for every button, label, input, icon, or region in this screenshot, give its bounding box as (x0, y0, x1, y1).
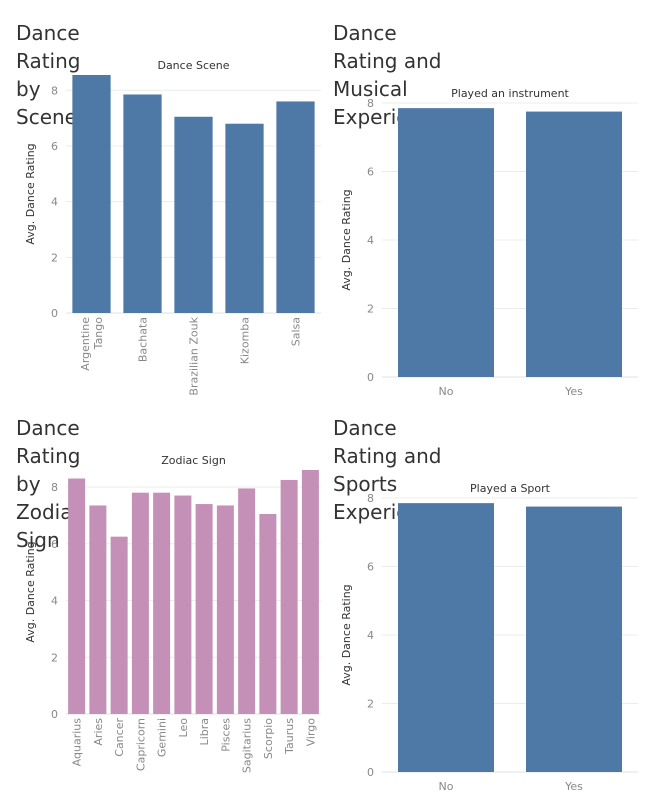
bar (72, 75, 111, 313)
bar (225, 123, 264, 314)
y-tick-label: 4 (51, 595, 58, 608)
x-tick-label: Salsa (290, 317, 303, 346)
x-tick-label: Libra (198, 718, 211, 745)
x-tick-label-line: Tango (92, 317, 105, 351)
bar (301, 470, 319, 714)
y-tick-label: 0 (367, 371, 374, 384)
y-tick-label: 2 (367, 303, 374, 316)
x-tick-label: Gemini (156, 718, 169, 757)
chart-title: Dance Rating by Scene (16, 21, 81, 129)
bar (398, 108, 494, 377)
y-tick-label: 6 (367, 166, 374, 179)
bar-chart-musical: 0 2 4 6 8 Avg. Dance Rating No Yes (340, 97, 638, 398)
bar (68, 478, 86, 714)
bar (276, 101, 315, 313)
bar (259, 513, 277, 714)
y-tick-label: 8 (51, 481, 58, 494)
chart-header: Zodiac Sign (161, 454, 226, 467)
chart-title: Dance Rating and Musical Experience (333, 21, 445, 129)
y-tick-label: 6 (51, 538, 58, 551)
bar (526, 506, 622, 772)
y-tick-label: 4 (367, 629, 374, 642)
y-tick-label: 8 (367, 97, 374, 110)
x-tick-label: Yes (564, 780, 583, 793)
y-tick-label: 0 (51, 307, 58, 320)
x-tick-label: Aries (92, 718, 105, 746)
x-tick-label: Capricorn (134, 718, 147, 771)
x-tick-label: Yes (564, 385, 583, 398)
y-tick-label: 8 (51, 84, 58, 97)
x-tick-label: Scorpio (262, 718, 275, 759)
y-axis-title: Avg. Dance Rating (24, 541, 37, 642)
chart-header: Dance Scene (157, 59, 230, 72)
bar (280, 479, 298, 714)
bar-chart-zodiac: 0 2 4 6 8 Avg. Dance Rating Aquarius Aries Cance… (24, 470, 321, 773)
bar-chart-scene: 0 2 4 6 8 Avg. Dance Rating ArgentineTango Bach… (24, 75, 321, 396)
bar (123, 94, 162, 313)
x-tick-label: Kizomba (239, 317, 252, 364)
y-tick-label: 8 (367, 492, 374, 505)
y-tick-label: 2 (367, 698, 374, 711)
x-tick-label: Sagitarius (241, 718, 254, 773)
y-tick-label: 2 (51, 651, 58, 664)
x-tick-label: Virgo (304, 718, 317, 747)
bar (238, 488, 256, 714)
bar (174, 495, 192, 714)
y-tick-label: 0 (367, 766, 374, 779)
y-tick-label: 4 (367, 234, 374, 247)
y-axis-title: Avg. Dance Rating (340, 189, 353, 290)
x-tick-label: No (439, 385, 454, 398)
bar (110, 536, 128, 714)
x-tick-label: Brazilian Zouk (188, 316, 201, 395)
bar (153, 492, 171, 714)
x-tick-label: Taurus (283, 718, 296, 755)
y-axis-title: Avg. Dance Rating (24, 143, 37, 244)
bar (174, 116, 213, 313)
x-tick-label: Bachata (137, 317, 150, 362)
bar (526, 111, 622, 377)
x-tick-label: ArgentineTango (79, 317, 105, 371)
x-tick-label: Aquarius (71, 718, 84, 767)
x-tick-label: No (439, 780, 454, 793)
bar (398, 503, 494, 772)
bar (131, 492, 149, 714)
y-tick-label: 0 (51, 708, 58, 721)
chart-header: Played an instrument (451, 87, 569, 100)
x-tick-label: Pisces (219, 718, 232, 752)
bar (89, 505, 107, 714)
x-tick-label-line: Argentine (79, 317, 92, 371)
y-tick-label: 4 (51, 196, 58, 209)
y-tick-label: 6 (367, 561, 374, 574)
chart-header: Played a Sport (470, 482, 550, 495)
bar (195, 504, 213, 714)
y-tick-label: 6 (51, 140, 58, 153)
x-tick-label: Cancer (113, 718, 126, 757)
bar (216, 505, 234, 714)
y-axis-title: Avg. Dance Rating (340, 584, 353, 685)
y-tick-label: 2 (51, 251, 58, 264)
x-tick-label: Leo (177, 718, 190, 738)
